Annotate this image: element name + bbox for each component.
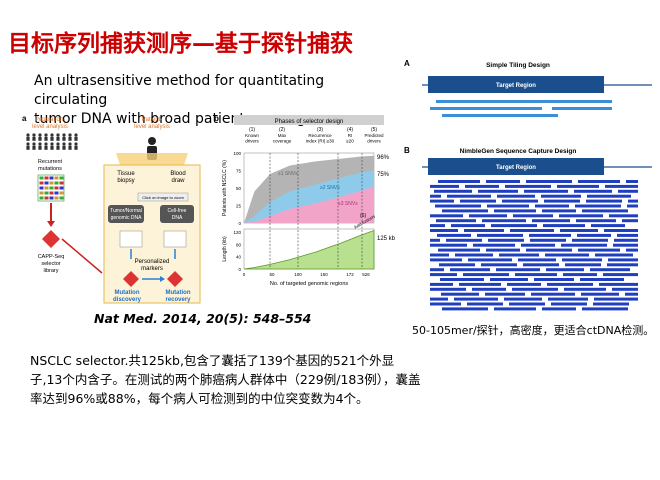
citation: Nat Med. 2014, 20(5): 548–554 (94, 311, 312, 326)
pop-title: level analysis (32, 124, 68, 130)
ytick-bottom: 40 (236, 255, 242, 260)
panel-a-label: a (22, 114, 27, 123)
mutation-recovery-label: recovery (165, 297, 191, 303)
area-label-2: ≥2 SNVs (320, 185, 340, 191)
phase-number: (2) (279, 127, 285, 133)
simple-tiling-title: Simple Tiling Design (486, 62, 550, 69)
body-text: NSCLC selector.共125kb,包含了囊括了139个基因的521个外… (30, 353, 421, 406)
probe-note: 50-105mer/探针，高密度，更适合ctDNA检测。 (412, 324, 655, 337)
phases-header: Phases of selector design (275, 119, 344, 125)
slide-title: 目标序列捕获测序—基于探针捕获 (8, 31, 353, 57)
ylabel-top: Patients with NSCLC (%) (222, 160, 228, 216)
ylabel-bottom: Length (kb) (222, 236, 228, 262)
tissue-label: Tissue (117, 171, 135, 177)
xtick: 150 (320, 272, 328, 277)
target-region-label-a: Target Region (496, 83, 536, 89)
phase-number: (5) (371, 127, 377, 133)
ytick-top: 75 (236, 169, 242, 174)
ytick-top: 50 (236, 186, 242, 191)
length-area (243, 229, 375, 270)
xlabel: No. of targeted genomic regions (270, 281, 349, 287)
capp-label: library (44, 268, 59, 274)
discovery-diamond-icon (123, 271, 139, 287)
target-region-a (428, 76, 604, 93)
ytick-top: 100 (233, 151, 241, 156)
blood-label: draw (171, 178, 185, 184)
phase-label: ≥20 (346, 139, 354, 144)
phase-label: coverage (273, 139, 292, 144)
pct-96: 96% (377, 155, 390, 161)
ytick-bottom: 120 (233, 230, 241, 235)
phase-label: Max (278, 133, 287, 138)
cellfree-label: Cell-free (168, 208, 187, 214)
ytick-top: 0 (238, 221, 241, 226)
phase-label: Predicted (364, 133, 384, 138)
capp-label: CAPP-Seq (38, 254, 65, 260)
phase-label: index (RI) ≥30 (306, 139, 335, 144)
xtick: 100 (294, 272, 302, 277)
pop-title: Population- (35, 117, 65, 123)
pat-title: Patient- (142, 117, 163, 123)
capp-seq-figure: a Population- level analysis Patient- le… (22, 114, 396, 304)
kb-label: 125 kb (377, 236, 396, 242)
capp-seq-selector-icon (42, 230, 60, 248)
pct-75: 75% (377, 172, 390, 178)
area-label-3: ≥3 SNVs (338, 201, 358, 207)
area-label-1: ≥1 SNVs (278, 171, 298, 177)
capture-probes (430, 180, 638, 311)
capp-label: selector (41, 261, 60, 267)
area-3-snv (244, 186, 374, 223)
tumor-label: genomic DNA (111, 215, 143, 221)
phase-number: (1) (249, 127, 255, 133)
cellfree-label: DNA (172, 215, 183, 221)
pat-title: level analysis (134, 124, 170, 130)
ytick-bottom: 0 (238, 267, 241, 272)
ytick-top: 25 (236, 204, 242, 209)
nimblegen-title: NimbleGen Sequence Capture Design (460, 148, 577, 155)
phase-label: Recurrence (308, 133, 332, 138)
mutation-discovery-label: discovery (113, 297, 142, 303)
recovery-diamond-icon (167, 271, 183, 287)
mutation-discovery-label: Mutation (115, 290, 140, 296)
panel-b-label: b (214, 114, 219, 123)
tissue-label: biopsy (117, 178, 134, 184)
phase-label: drivers (367, 139, 381, 144)
phase-label: RI (348, 133, 353, 138)
personalized-label: markers (141, 266, 163, 272)
patient-crowd-icon (26, 133, 78, 150)
blood-label: Blood (170, 171, 185, 177)
mutation-recovery-label: Mutation (166, 290, 191, 296)
xtick: 0 (243, 272, 246, 277)
phase-number: (4) (347, 127, 353, 133)
probe-design-figure: A Simple Tiling Design Target Region B N… (404, 59, 652, 311)
fusion-num: (6) (360, 213, 366, 219)
recurrent-label: Recurrent (38, 159, 63, 165)
personalized-label: Personalized (135, 259, 170, 265)
target-region-label-b: Target Region (496, 165, 536, 171)
phase-label: Known (245, 133, 259, 138)
xtick: 526 (362, 272, 370, 277)
tumor-label: Tumor/Normal (110, 208, 142, 214)
phase-number: (3) (317, 127, 323, 133)
mutations-icon (37, 174, 65, 202)
tiling-probes (430, 100, 612, 117)
xtick: 172 (346, 272, 354, 277)
subtitle-line: An ultrasensitive method for quantitatin… (34, 73, 325, 108)
panel-B-label: B (404, 146, 410, 155)
phase-label: drivers (245, 139, 259, 144)
ytick-bottom: 80 (236, 242, 242, 247)
recurrent-label: mutations (38, 166, 62, 172)
click-zoom-text: Click on image to zoom (142, 195, 184, 200)
target-region-b (428, 158, 604, 175)
panel-A-label: A (404, 59, 410, 68)
xtick: 50 (269, 272, 275, 277)
